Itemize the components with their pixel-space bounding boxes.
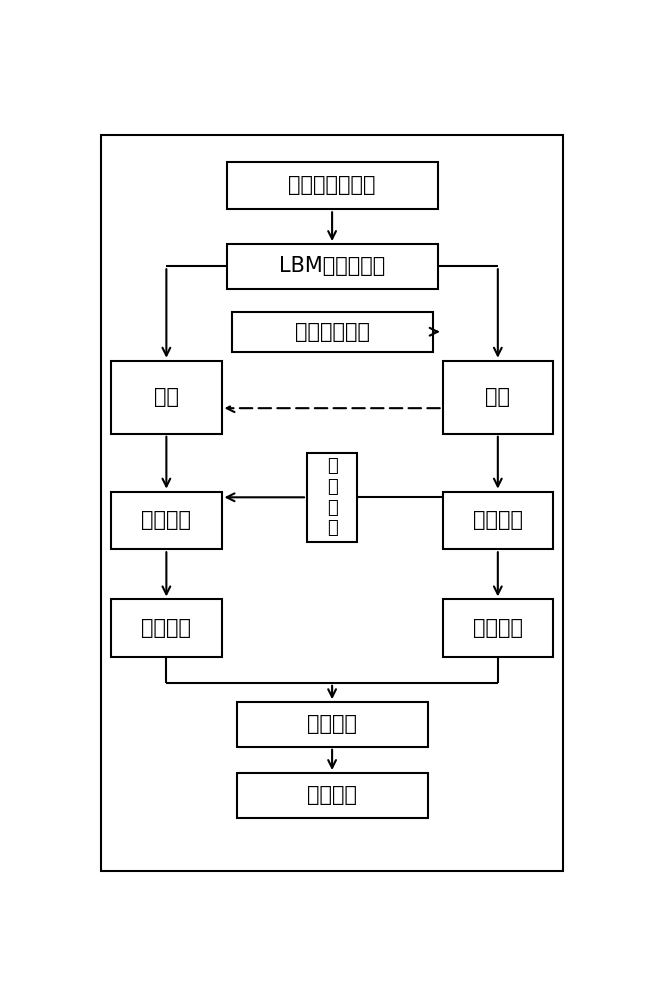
Bar — [111, 492, 222, 549]
Bar — [227, 244, 437, 289]
Text: 优化改进: 优化改进 — [307, 714, 357, 734]
Text: 仿真实现: 仿真实现 — [307, 785, 357, 805]
Bar — [443, 361, 553, 434]
Text: 热能分布: 热能分布 — [473, 510, 523, 530]
Text: 热流体仿真建模: 热流体仿真建模 — [288, 175, 376, 195]
Bar — [111, 361, 222, 434]
Bar — [232, 312, 432, 352]
Text: 热量传导: 热量传导 — [473, 618, 523, 638]
Text: 速度分布函数: 速度分布函数 — [295, 322, 369, 342]
Bar — [443, 599, 553, 657]
Bar — [111, 599, 222, 657]
Text: 动能: 动能 — [154, 387, 179, 407]
Bar — [443, 492, 553, 549]
Text: 流体流动: 流体流动 — [141, 618, 191, 638]
Bar — [237, 702, 428, 747]
Bar — [307, 453, 357, 542]
Text: 速度分布: 速度分布 — [141, 510, 191, 530]
Bar — [237, 773, 428, 818]
Text: 热能: 热能 — [485, 387, 511, 407]
Text: LBM双分布模型: LBM双分布模型 — [279, 256, 385, 276]
Bar — [227, 162, 437, 209]
Text: 耦
合
算
法: 耦 合 算 法 — [327, 457, 338, 538]
